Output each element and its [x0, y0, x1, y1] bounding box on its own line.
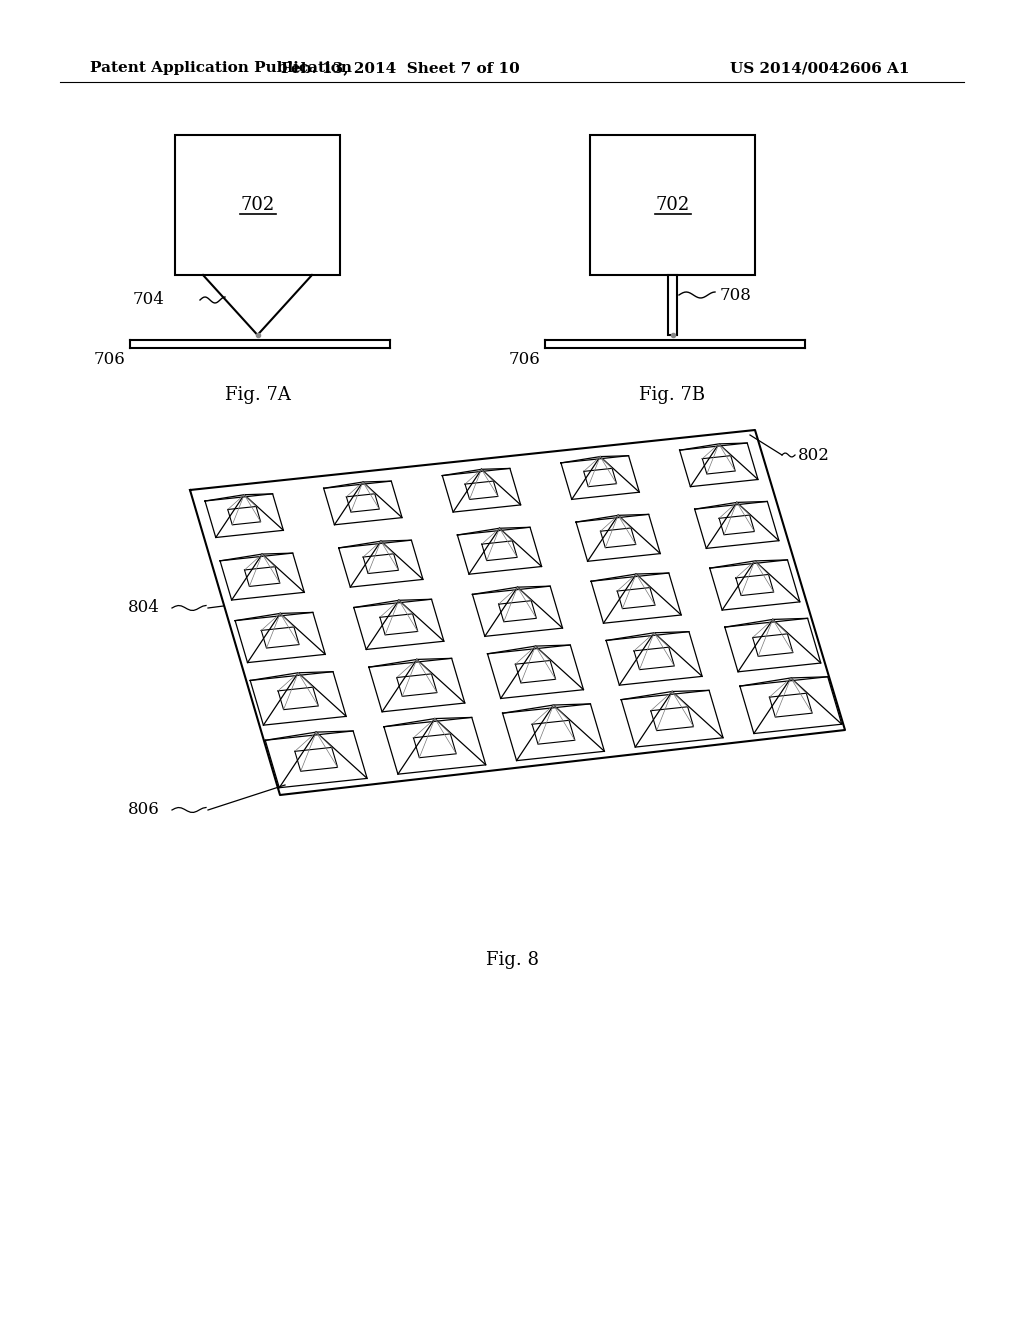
Text: 706: 706: [508, 351, 540, 367]
Text: Patent Application Publication: Patent Application Publication: [90, 61, 352, 75]
Text: 804: 804: [128, 599, 160, 616]
Text: 704: 704: [133, 292, 165, 309]
Text: US 2014/0042606 A1: US 2014/0042606 A1: [730, 61, 909, 75]
Bar: [668, 275, 677, 335]
Text: 806: 806: [128, 801, 160, 818]
Text: 708: 708: [720, 286, 752, 304]
Bar: [175, 135, 340, 275]
Text: 802: 802: [798, 446, 829, 463]
Text: 702: 702: [655, 195, 689, 214]
Text: Fig. 7B: Fig. 7B: [639, 385, 706, 404]
Text: 706: 706: [93, 351, 125, 367]
Text: Fig. 8: Fig. 8: [485, 950, 539, 969]
Bar: [590, 135, 755, 275]
Text: 702: 702: [241, 195, 274, 214]
Text: Feb. 13, 2014  Sheet 7 of 10: Feb. 13, 2014 Sheet 7 of 10: [281, 61, 519, 75]
Text: Fig. 7A: Fig. 7A: [224, 385, 291, 404]
